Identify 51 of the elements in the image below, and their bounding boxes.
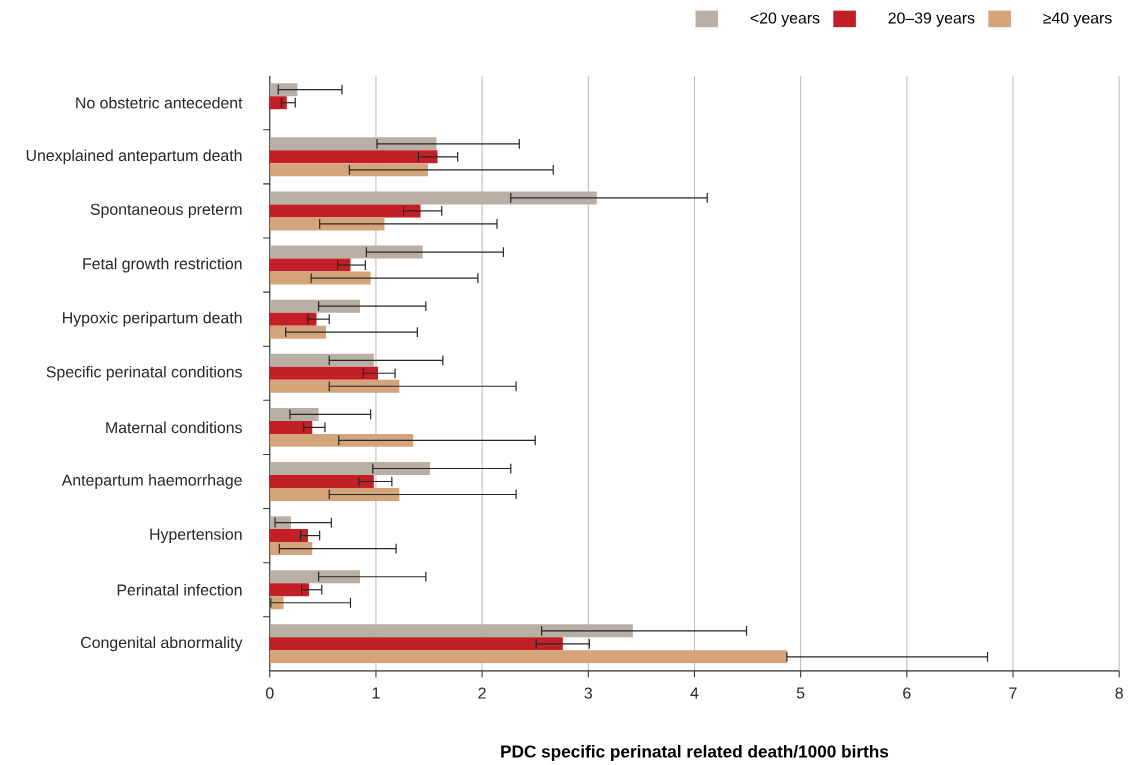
bar [269, 379, 400, 393]
y-tick-label: Congenital abnormality [81, 636, 243, 652]
x-axis-title: PDC specific perinatal related death/1000 births [501, 744, 889, 761]
bar [269, 96, 287, 109]
bar [269, 433, 414, 447]
x-tick-label: 3 [584, 687, 593, 699]
y-tick-label: Hypoxic peripartum death [63, 311, 242, 327]
y-tick-label: Antepartum haemorrhage [61, 473, 242, 489]
bar [269, 637, 563, 651]
bar [269, 624, 633, 638]
bar [269, 353, 374, 367]
x-tick-label: 0 [265, 687, 274, 699]
bar [269, 299, 361, 313]
bar [269, 163, 428, 177]
bar [269, 461, 431, 475]
bar [269, 83, 298, 97]
y-tick-label: Fetal growth restriction [83, 257, 242, 273]
y-tick-label: Perinatal infection [117, 583, 242, 596]
legend-label: <20 years [750, 12, 820, 27]
bar [269, 541, 313, 555]
bar [269, 137, 437, 151]
x-tick-label: 5 [796, 687, 805, 699]
y-tick-label: No obstetric antecedent [76, 96, 243, 109]
y-tick-label: Specific perinatal conditions [46, 365, 242, 381]
bar [269, 312, 317, 326]
y-tick-label: Spontaneous preterm [90, 203, 242, 218]
x-tick-label: 4 [690, 687, 699, 699]
bar [269, 150, 438, 164]
x-tick-label: 1 [372, 687, 380, 699]
x-tick-label: 6 [903, 687, 911, 699]
bar [269, 528, 308, 542]
bar [269, 258, 351, 272]
x-tick-label: 7 [1009, 687, 1017, 699]
y-tick-label: Hypertension [150, 528, 242, 543]
bar [269, 191, 597, 205]
bar [269, 204, 421, 218]
bar [269, 245, 423, 259]
legend-label: 20–39 years [888, 12, 975, 27]
bar [269, 474, 374, 488]
bar [269, 407, 319, 421]
bar [269, 487, 400, 501]
legend-label: ≥40 years [1043, 12, 1112, 27]
y-tick-label: Unexplained antepartum death [26, 149, 242, 165]
bar [269, 366, 379, 380]
x-tick-label: 8 [1115, 687, 1123, 699]
bar [269, 583, 310, 597]
y-tick-label: Maternal conditions [106, 421, 242, 434]
bar [269, 420, 313, 434]
bar [269, 570, 361, 584]
x-tick-label: 2 [478, 687, 486, 699]
bar [269, 650, 787, 664]
